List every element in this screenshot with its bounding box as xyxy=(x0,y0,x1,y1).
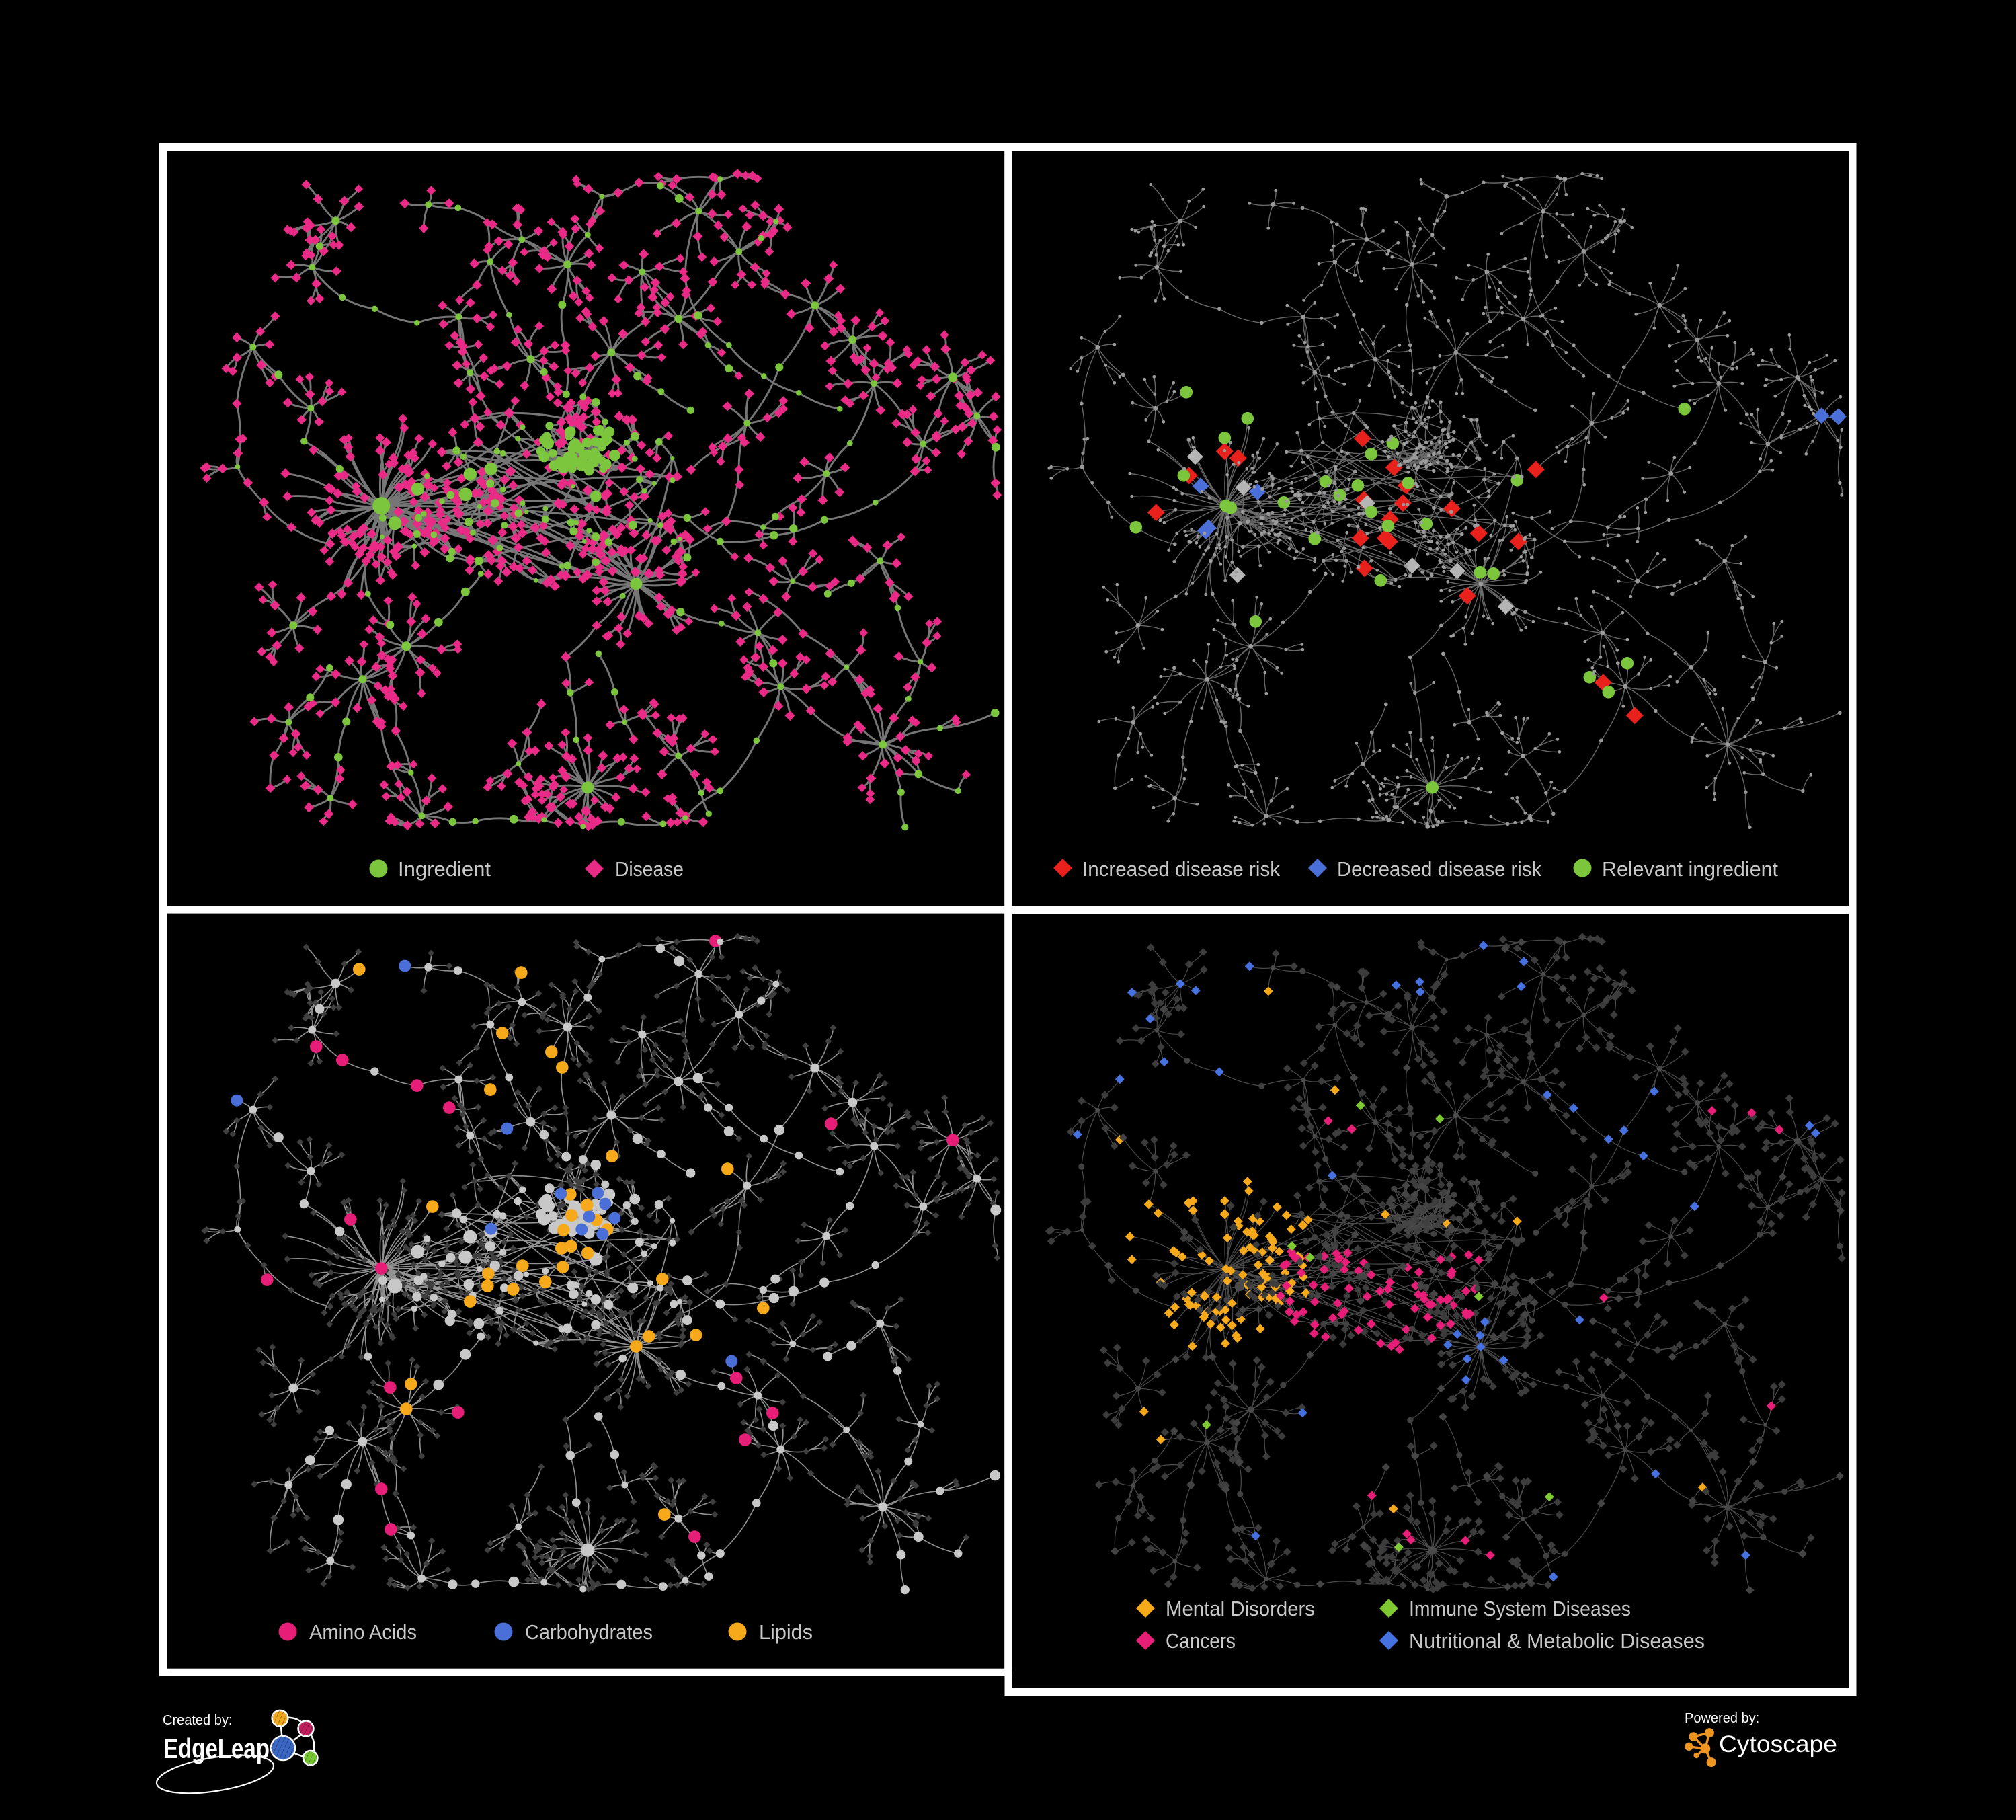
svg-text:Increased disease risk: Increased disease risk xyxy=(1082,857,1280,881)
svg-text:Powered by:: Powered by: xyxy=(1685,1711,1759,1726)
svg-text:Nutritional & Metabolic Diseas: Nutritional & Metabolic Diseases xyxy=(1409,1629,1705,1653)
svg-text:Ingredient: Ingredient xyxy=(398,857,491,881)
svg-text:Disease: Disease xyxy=(615,857,684,881)
svg-text:Cytoscape: Cytoscape xyxy=(1719,1731,1837,1757)
svg-text:EdgeLeap: EdgeLeap xyxy=(163,1733,270,1764)
svg-text:Amino Acids: Amino Acids xyxy=(309,1620,417,1644)
svg-text:Mental Disorders: Mental Disorders xyxy=(1166,1597,1315,1620)
svg-text:Immune System Diseases: Immune System Diseases xyxy=(1409,1597,1631,1620)
svg-text:Carbohydrates: Carbohydrates xyxy=(525,1620,653,1644)
svg-text:Lipids: Lipids xyxy=(759,1620,813,1644)
svg-text:Cancers: Cancers xyxy=(1166,1629,1236,1653)
svg-text:Relevant ingredient: Relevant ingredient xyxy=(1602,857,1778,881)
svg-text:Created by:: Created by: xyxy=(163,1713,232,1728)
svg-text:Decreased disease risk: Decreased disease risk xyxy=(1337,857,1541,881)
